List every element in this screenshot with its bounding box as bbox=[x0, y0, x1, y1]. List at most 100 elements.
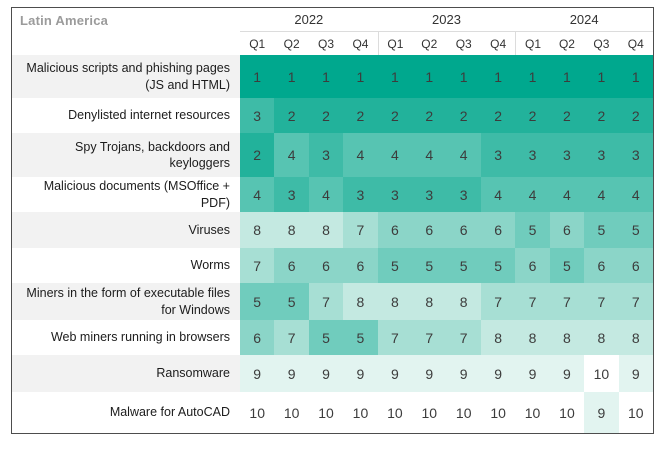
rank-cell: 5 bbox=[515, 212, 550, 248]
rank-cell: 10 bbox=[549, 392, 585, 433]
rank-cell: 6 bbox=[274, 248, 309, 283]
rank-cell: 1 bbox=[584, 55, 619, 98]
rank-cell: 10 bbox=[480, 392, 516, 433]
quarter-header: Q2 bbox=[421, 36, 438, 51]
rank-cell: 4 bbox=[480, 177, 516, 212]
quarter-header: Q3 bbox=[455, 36, 472, 51]
quarter-header: Q4 bbox=[352, 36, 369, 51]
rank-cell: 4 bbox=[584, 177, 619, 212]
row-label: Ransomware bbox=[12, 355, 240, 392]
rank-cell: 7 bbox=[515, 283, 550, 320]
rank-cell: 5 bbox=[549, 248, 585, 283]
rank-cell: 2 bbox=[240, 133, 275, 177]
rank-cell: 7 bbox=[584, 283, 619, 320]
rank-cell: 4 bbox=[446, 133, 481, 177]
rank-cell: 1 bbox=[240, 55, 275, 98]
quarter-header: Q2 bbox=[558, 36, 575, 51]
year-header-2024: 2024 bbox=[515, 8, 653, 32]
rank-cell: 9 bbox=[480, 355, 516, 392]
rank-cell: 6 bbox=[549, 212, 585, 248]
quarter-header: Q4 bbox=[627, 36, 644, 51]
rank-cell: 2 bbox=[584, 98, 619, 133]
rank-cell: 6 bbox=[618, 248, 653, 283]
rank-cell: 10 bbox=[377, 392, 413, 433]
rank-cell: 6 bbox=[515, 248, 550, 283]
rank-cell: 4 bbox=[377, 133, 413, 177]
rank-cell: 9 bbox=[446, 355, 481, 392]
rank-cell: 6 bbox=[343, 248, 378, 283]
rank-cell: 2 bbox=[274, 98, 309, 133]
rank-cell: 8 bbox=[274, 212, 309, 248]
rank-cell: 8 bbox=[377, 283, 413, 320]
rank-cell: 5 bbox=[308, 320, 344, 355]
rank-cell: 7 bbox=[343, 212, 378, 248]
rank-cell: 9 bbox=[584, 392, 619, 433]
rank-cell: 10 bbox=[412, 392, 447, 433]
rank-cell: 9 bbox=[240, 355, 275, 392]
year-header-2022: 2022 bbox=[240, 8, 378, 32]
row-label: Worms bbox=[190, 258, 230, 273]
rank-cell: 6 bbox=[584, 248, 619, 283]
rank-cell: 1 bbox=[480, 55, 516, 98]
rank-cell: 2 bbox=[343, 98, 378, 133]
rank-cell: 9 bbox=[377, 355, 413, 392]
rank-cell: 8 bbox=[240, 212, 275, 248]
rank-cell: 2 bbox=[549, 98, 585, 133]
rank-cell: 4 bbox=[618, 177, 653, 212]
rank-cell: 7 bbox=[274, 320, 309, 355]
rank-cell: 5 bbox=[618, 212, 653, 248]
rank-cell: 8 bbox=[480, 320, 516, 355]
quarter-header: Q4 bbox=[490, 36, 507, 51]
rank-cell: 9 bbox=[618, 355, 653, 392]
rank-cell: 2 bbox=[412, 98, 447, 133]
rank-cell: 7 bbox=[549, 283, 585, 320]
rank-cell: 5 bbox=[240, 283, 275, 320]
rank-cell: 2 bbox=[377, 98, 413, 133]
rank-cell: 3 bbox=[584, 133, 619, 177]
rank-cell: 3 bbox=[515, 133, 550, 177]
rank-cell: 1 bbox=[412, 55, 447, 98]
rank-cell: 8 bbox=[343, 283, 378, 320]
rank-cell: 3 bbox=[377, 177, 413, 212]
rank-cell: 5 bbox=[480, 248, 516, 283]
rank-cell: 8 bbox=[446, 283, 481, 320]
rank-cell: 6 bbox=[412, 212, 447, 248]
quarter-header: Q1 bbox=[377, 32, 412, 55]
rank-cell: 2 bbox=[480, 98, 516, 133]
rank-cell: 6 bbox=[308, 248, 344, 283]
row-label: Web miners running in browsers bbox=[50, 330, 230, 345]
rank-cell: 5 bbox=[377, 248, 413, 283]
rank-cell: 10 bbox=[618, 392, 653, 433]
rank-cell: 1 bbox=[377, 55, 413, 98]
page-title: Latin America bbox=[20, 13, 109, 28]
rank-cell: 6 bbox=[377, 212, 413, 248]
rank-cell: 1 bbox=[515, 55, 550, 98]
rank-cell: 4 bbox=[343, 133, 378, 177]
quarter-header: Q1 bbox=[515, 32, 549, 55]
rank-cell: 10 bbox=[308, 392, 344, 433]
rank-cell: 1 bbox=[618, 55, 653, 98]
rank-cell: 1 bbox=[274, 55, 309, 98]
rank-cell: 5 bbox=[274, 283, 309, 320]
rank-cell: 10 bbox=[240, 392, 275, 433]
rank-cell: 7 bbox=[412, 320, 447, 355]
rank-cell: 10 bbox=[274, 392, 309, 433]
rank-cell: 8 bbox=[549, 320, 585, 355]
rank-cell: 3 bbox=[480, 133, 516, 177]
rank-cell: 2 bbox=[515, 98, 550, 133]
rank-cell: 7 bbox=[480, 283, 516, 320]
rank-cell: 8 bbox=[308, 212, 344, 248]
table-frame: Latin America 2022 2023 2024 Q1 Q2 Q3 Q4 Q1 Q2 Q3… bbox=[11, 7, 654, 434]
rank-cell: 5 bbox=[584, 212, 619, 248]
rank-cell: 6 bbox=[480, 212, 516, 248]
rank-cell: 9 bbox=[549, 355, 585, 392]
rank-cell: 9 bbox=[274, 355, 309, 392]
rank-cell: 7 bbox=[446, 320, 481, 355]
rank-cell: 10 bbox=[446, 392, 481, 433]
rank-cell: 4 bbox=[515, 177, 550, 212]
rank-cell: 4 bbox=[274, 133, 309, 177]
rank-cell: 1 bbox=[308, 55, 344, 98]
rank-cell: 7 bbox=[308, 283, 344, 320]
rank-cell: 3 bbox=[308, 133, 344, 177]
rank-cell: 7 bbox=[618, 283, 653, 320]
